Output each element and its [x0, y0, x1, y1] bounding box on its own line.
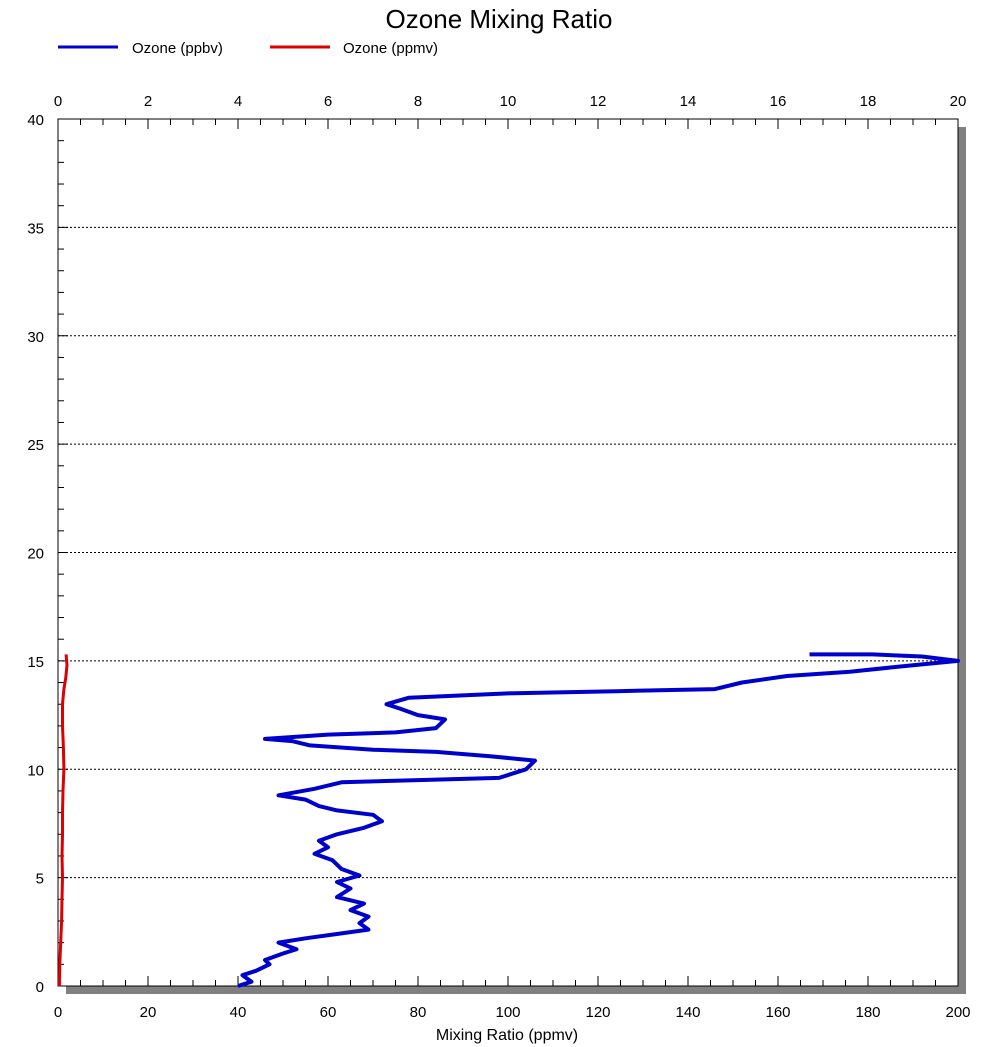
- x-bottom-tick-label: 20: [140, 1004, 157, 1021]
- y-tick-label: 10: [27, 762, 44, 779]
- x-top-tick-label: 16: [770, 93, 787, 110]
- series-line-ozone-ppmv: [57, 654, 69, 987]
- y-tick-label: 0: [36, 979, 44, 996]
- y-tick-label: 35: [27, 220, 44, 237]
- series-line-ozone-ppbv: [237, 652, 960, 988]
- x-top-tick-label: 14: [680, 93, 697, 110]
- x-top-tick-label: 10: [500, 93, 517, 110]
- x-top-tick-label: 18: [860, 93, 877, 110]
- y-tick-label: 5: [36, 871, 44, 888]
- x-bottom-tick-label: 60: [320, 1004, 337, 1021]
- series-layer: [57, 652, 960, 988]
- plot-shadow-right: [958, 127, 966, 994]
- x-bottom-tick-label: 100: [495, 1004, 520, 1021]
- x-top-tick-label: 12: [590, 93, 607, 110]
- x-top-tick-label: 6: [324, 93, 332, 110]
- x-bottom-tick-label: 0: [54, 1004, 62, 1021]
- x-bottom-tick-label: 80: [410, 1004, 427, 1021]
- x-bottom-tick-label: 180: [855, 1004, 880, 1021]
- x-top-tick-label: 20: [950, 93, 967, 110]
- x-bottom-tick-label: 120: [585, 1004, 610, 1021]
- x-bottom-tick-label: 140: [675, 1004, 700, 1021]
- y-tick-label: 40: [27, 112, 44, 129]
- y-tick-label: 20: [27, 546, 44, 563]
- x-bottom-tick-label: 200: [945, 1004, 970, 1021]
- y-tick-label: 25: [27, 437, 44, 454]
- chart-title: Ozone Mixing Ratio: [386, 4, 613, 34]
- legend-label-ozone-ppmv: Ozone (ppmv): [343, 40, 438, 57]
- x-bottom-tick-label: 160: [765, 1004, 790, 1021]
- x-top-tick-label: 4: [234, 93, 242, 110]
- x-top-tick-label: 2: [144, 93, 152, 110]
- x-top-tick-label: 0: [54, 93, 62, 110]
- plot-shadow-bottom: [66, 986, 966, 994]
- y-tick-label: 15: [27, 654, 44, 671]
- axis-ticks: [57, 118, 959, 987]
- x-axis-title: Mixing Ratio (ppmv): [436, 1027, 578, 1044]
- x-bottom-tick-label: 40: [230, 1004, 247, 1021]
- plot-shadow: [66, 127, 966, 994]
- x-top-tick-label: 8: [414, 93, 422, 110]
- y-tick-label: 30: [27, 329, 44, 346]
- legend: Ozone (ppbv) Ozone (ppmv): [58, 40, 438, 57]
- grid-lines: [58, 226, 958, 879]
- legend-label-ozone-ppbv: Ozone (ppbv): [132, 40, 223, 57]
